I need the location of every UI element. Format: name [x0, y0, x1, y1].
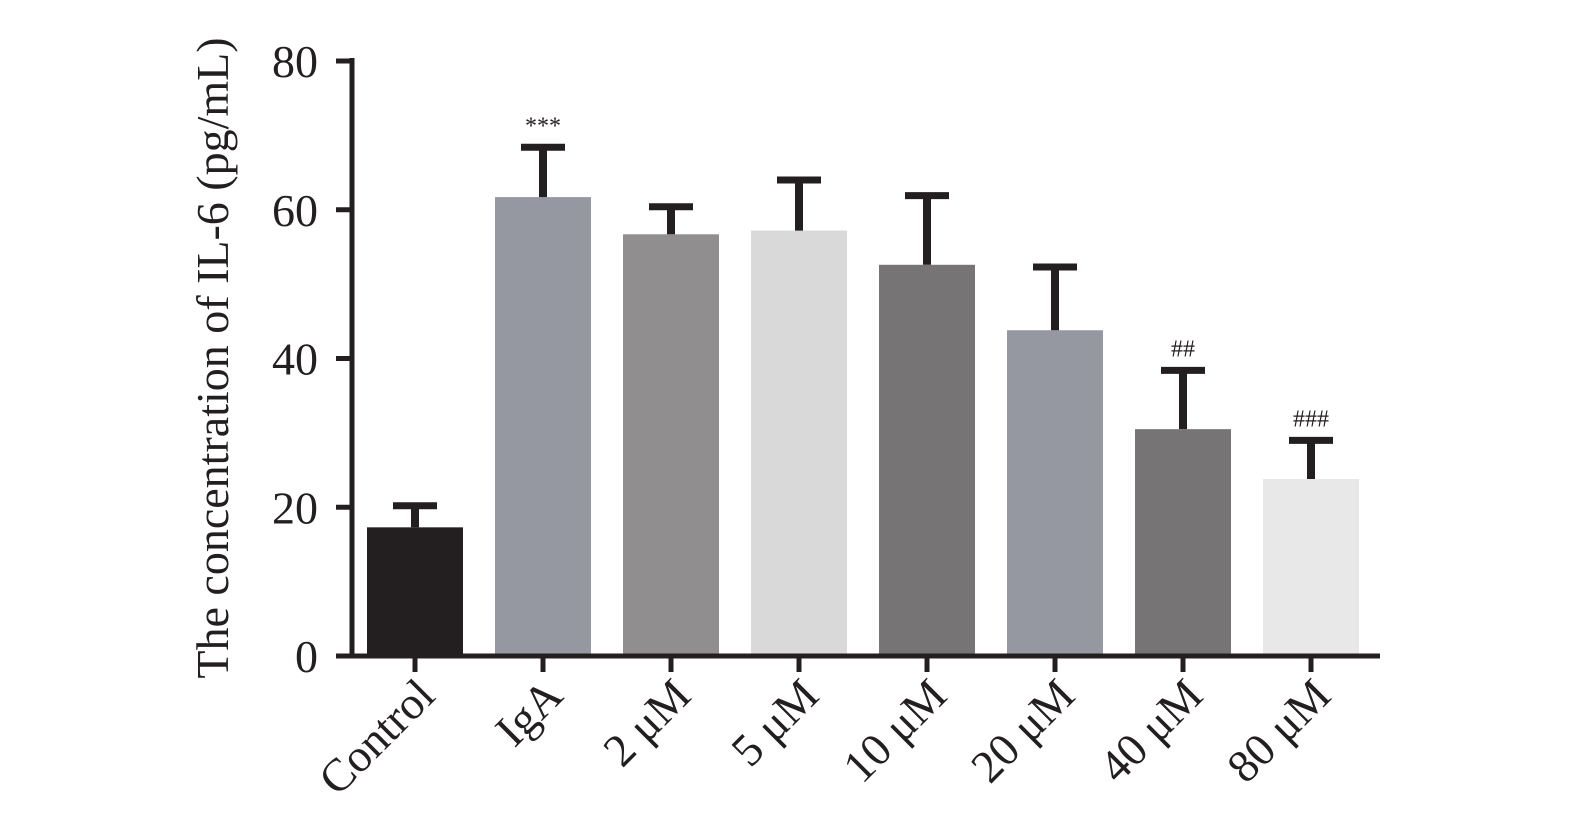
bar	[879, 264, 975, 656]
y-tick-label: 20	[272, 482, 318, 533]
x-tick-label: 5 μM	[721, 669, 828, 776]
x-tick-label: 20 μM	[961, 669, 1084, 792]
bar	[751, 230, 847, 656]
y-axis-ticks: 0 20 40 60 80	[272, 36, 352, 682]
significance-annotations: ***#####	[525, 113, 1329, 432]
bar	[1007, 330, 1103, 656]
bar	[367, 527, 463, 656]
bar	[1135, 429, 1231, 656]
significance-label: ###	[1293, 406, 1329, 432]
y-tick-label: 0	[295, 631, 318, 682]
bars	[367, 197, 1359, 656]
significance-label: ***	[525, 113, 561, 139]
x-tick-label: 80 μM	[1217, 669, 1340, 792]
significance-label: ##	[1171, 336, 1195, 362]
bar	[1263, 478, 1359, 656]
x-tick-label: 2 μM	[593, 669, 700, 776]
y-tick-label: 80	[272, 36, 318, 87]
x-axis-ticks: Control IgA 2 μM 5 μM 10 μM 20 μM 40 μM 80 μM	[309, 656, 1340, 804]
x-tick-label: IgA	[485, 669, 572, 756]
x-tick-label: 10 μM	[833, 669, 956, 792]
x-tick-label: Control	[309, 669, 444, 804]
y-axis-title: The concentration of IL-6 (pg/mL)	[187, 37, 238, 678]
y-tick-label: 60	[272, 185, 318, 236]
bar	[623, 234, 719, 656]
error-bars	[393, 143, 1333, 528]
y-tick-label: 40	[272, 334, 318, 385]
x-tick-label: 40 μM	[1089, 669, 1212, 792]
bar	[495, 197, 591, 656]
